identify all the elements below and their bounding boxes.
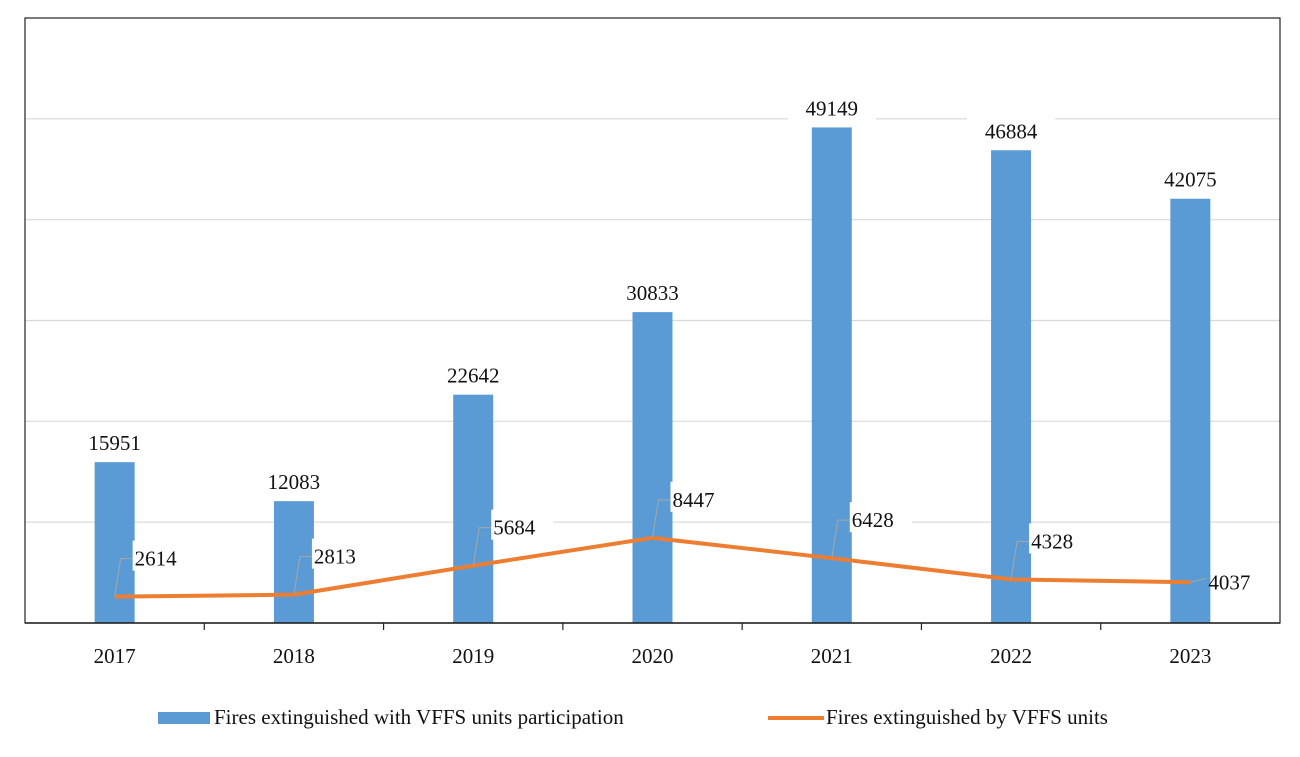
line-value-label: 4328 (1031, 529, 1073, 553)
x-axis: 2017 2018 2019 2020 2021 2022 2023 (25, 622, 1280, 668)
leader-line (114, 558, 133, 597)
bar (273, 501, 314, 623)
legend-swatch-bar (158, 712, 210, 724)
bar (811, 127, 852, 624)
x-tick-label: 2019 (452, 644, 494, 668)
leader-line (1190, 577, 1207, 583)
bar-value-label: 46884 (985, 119, 1038, 143)
bar-value-label: 22642 (447, 364, 500, 388)
bar-series (94, 127, 1211, 624)
line-value-label: 8447 (673, 488, 715, 512)
bar-value-label: 15951 (88, 431, 141, 455)
label-background (670, 481, 733, 512)
bar-value-label: 49149 (806, 96, 859, 120)
x-tick-label: 2021 (811, 644, 853, 668)
legend-label-line: Fires extinguished by VFFS units (826, 705, 1108, 729)
label-background (787, 91, 876, 122)
label-background (1029, 523, 1092, 554)
label-background (967, 114, 1056, 145)
leader-line (472, 527, 492, 566)
x-tick-label: 2023 (1169, 644, 1211, 668)
plot-frame (24, 17, 1281, 624)
bar (1170, 198, 1211, 623)
line-value-label: 5684 (493, 516, 536, 540)
bar (632, 312, 673, 623)
label-background (132, 540, 195, 571)
x-tick-label: 2020 (632, 644, 674, 668)
leader-line (831, 519, 850, 559)
label-background (311, 538, 374, 569)
label-background (491, 509, 554, 540)
bar-value-label: 30833 (626, 281, 679, 305)
line-value-label: 4037 (1208, 570, 1250, 594)
leader-line (652, 499, 671, 538)
label-background (849, 502, 912, 533)
x-tick-label: 2018 (273, 644, 315, 668)
bar (991, 150, 1032, 624)
line-value-label: 6428 (852, 508, 894, 532)
leader-line (293, 556, 312, 595)
bar (453, 394, 494, 623)
x-tick-label: 2022 (990, 644, 1032, 668)
bar (94, 462, 135, 623)
bar-value-label: 42075 (1164, 168, 1217, 192)
line-value-label: 2813 (314, 545, 356, 569)
x-tick-label: 2017 (94, 644, 136, 668)
leader-line (1010, 540, 1030, 580)
bar-value-label: 12083 (268, 470, 321, 494)
legend: Fires extinguished with VFFS units parti… (158, 705, 1108, 729)
line-value-label: 2614 (135, 547, 178, 571)
legend-label-bar: Fires extinguished with VFFS units parti… (214, 705, 624, 729)
data-labels: 15951 12083 22642 30833 49149 46884 42075 2614 2… (88, 91, 1250, 597)
